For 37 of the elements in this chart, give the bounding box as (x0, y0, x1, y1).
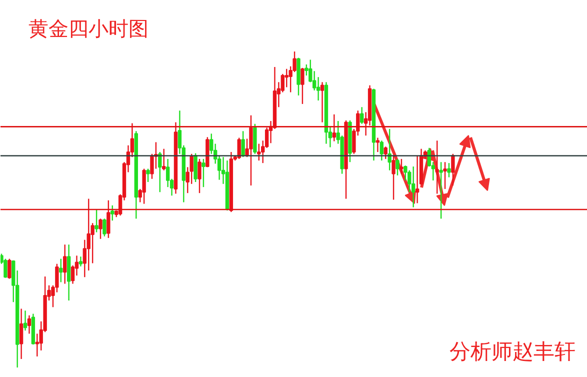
candlestick (241, 130, 245, 158)
candlestick (392, 154, 396, 200)
candlestick (400, 158, 404, 174)
candlestick (384, 146, 388, 160)
candlestick (59, 258, 63, 283)
candlestick (23, 310, 28, 332)
candlestick (194, 152, 198, 183)
candlestick (146, 168, 150, 183)
candlestick (63, 244, 67, 284)
candlestick (257, 143, 261, 162)
candlestick (19, 308, 24, 360)
candlestick (202, 158, 206, 188)
candlestick (439, 162, 443, 220)
candlestick (435, 140, 439, 194)
candlestick (102, 218, 106, 237)
candlestick (98, 218, 102, 240)
annotation: 分析师赵丰轩 (450, 340, 576, 364)
candlestick (110, 204, 114, 222)
candlestick (300, 67, 304, 105)
candlestick (447, 162, 451, 178)
candlestick (198, 158, 202, 194)
candlestick (320, 82, 324, 123)
candlestick (162, 148, 166, 171)
candlestick (443, 162, 447, 190)
candlestick (415, 154, 420, 204)
candlestick (8, 258, 12, 280)
candlestick (27, 314, 32, 334)
candlestick (142, 168, 146, 204)
candlestick (396, 158, 400, 176)
candlestick (376, 137, 380, 153)
chart-title: 黄金四小时图 (28, 16, 148, 40)
candlestick (380, 140, 384, 162)
candlestick (411, 166, 416, 208)
candlestick (94, 209, 98, 233)
candlestick (451, 153, 455, 186)
candlestick (78, 256, 83, 267)
candlestick (360, 106, 364, 124)
